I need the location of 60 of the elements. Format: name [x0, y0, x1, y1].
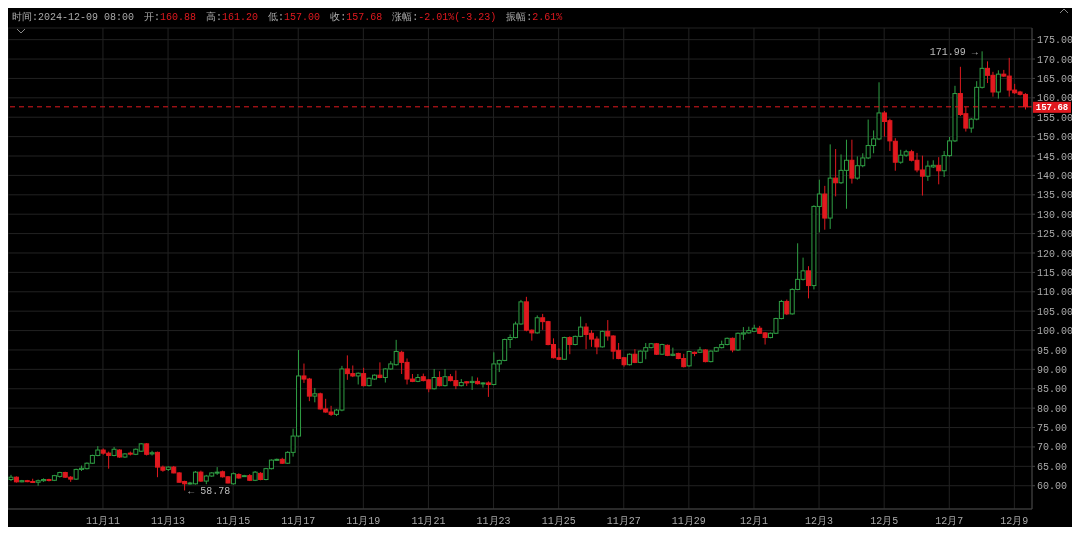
- text: 开:160.88: [144, 11, 197, 24]
- y-tick-label: 135.00: [1037, 190, 1074, 202]
- x-tick-label: 11月23: [476, 516, 511, 528]
- y-tick-label: 60.00: [1037, 481, 1068, 493]
- y-tick-label: 75.00: [1037, 423, 1068, 435]
- x-tick-label: 12月9: [1000, 516, 1029, 528]
- x-tick-label: 11月13: [151, 516, 186, 528]
- x-tick-label: 11月19: [346, 516, 381, 528]
- y-tick-label: 100.00: [1037, 326, 1074, 338]
- y-tick-label: 95.00: [1037, 345, 1068, 357]
- text: 收:157.68: [330, 11, 383, 24]
- candlestick: [833, 148, 839, 197]
- text: 低:157.00: [268, 11, 321, 24]
- y-tick-label: 130.00: [1037, 209, 1074, 221]
- candlestick: [670, 347, 676, 357]
- y-tick-label: 65.00: [1037, 461, 1068, 473]
- y-tick-label: 90.00: [1037, 364, 1068, 376]
- x-tick-label: 11月17: [281, 516, 316, 528]
- candlestick: [806, 265, 811, 299]
- y-tick-label: 80.00: [1037, 403, 1068, 415]
- x-tick-label: 12月3: [805, 516, 834, 528]
- annotation: ← 58.78: [188, 486, 231, 498]
- candlestick: [377, 361, 383, 379]
- candlestick: [995, 69, 1001, 100]
- text: 振幅:2.61%: [506, 11, 563, 24]
- x-tick-label: 11月25: [541, 516, 576, 528]
- y-tick-label: 160.00: [1037, 93, 1074, 105]
- x-tick-label: 12月5: [870, 516, 899, 528]
- y-tick-label: 115.00: [1037, 267, 1074, 279]
- y-tick-label: 155.00: [1037, 112, 1074, 124]
- x-tick-label: 11月11: [85, 516, 120, 528]
- x-tick-label: 11月27: [606, 516, 641, 528]
- candlestick: [480, 381, 486, 389]
- y-tick-label: 110.00: [1037, 287, 1074, 299]
- candlestick: [431, 368, 437, 391]
- y-tick-label: 70.00: [1037, 442, 1068, 454]
- y-tick-label: 175.00: [1037, 35, 1074, 47]
- text: 时间:2024-12-09 08:00: [12, 11, 135, 24]
- y-tick-label: 85.00: [1037, 384, 1068, 396]
- x-tick-label: 12月7: [935, 516, 964, 528]
- x-tick-label: 11月29: [671, 516, 706, 528]
- candlestick: [936, 156, 942, 185]
- x-tick-label: 11月21: [411, 516, 446, 528]
- x-tick-label: 11月15: [216, 516, 251, 528]
- candlestick: [469, 375, 475, 391]
- text: 高:161.20: [206, 10, 259, 24]
- x-tick-label: 12月1: [739, 516, 768, 528]
- candlestick: [534, 314, 540, 335]
- ref-line-label: 157.68: [1035, 103, 1069, 114]
- text: 涨幅:-2.01%(-3.23): [392, 11, 497, 24]
- y-tick-label: 120.00: [1037, 248, 1074, 260]
- candlestick: [849, 139, 855, 185]
- y-tick-label: 125.00: [1037, 229, 1074, 241]
- y-tick-label: 105.00: [1037, 306, 1074, 318]
- y-tick-label: 170.00: [1037, 54, 1074, 66]
- y-tick-label: 145.00: [1037, 151, 1074, 163]
- y-tick-label: 165.00: [1037, 73, 1074, 85]
- annotation: 171.99 →: [929, 47, 978, 59]
- y-tick-label: 140.00: [1037, 170, 1074, 182]
- y-tick-label: 150.00: [1037, 132, 1074, 144]
